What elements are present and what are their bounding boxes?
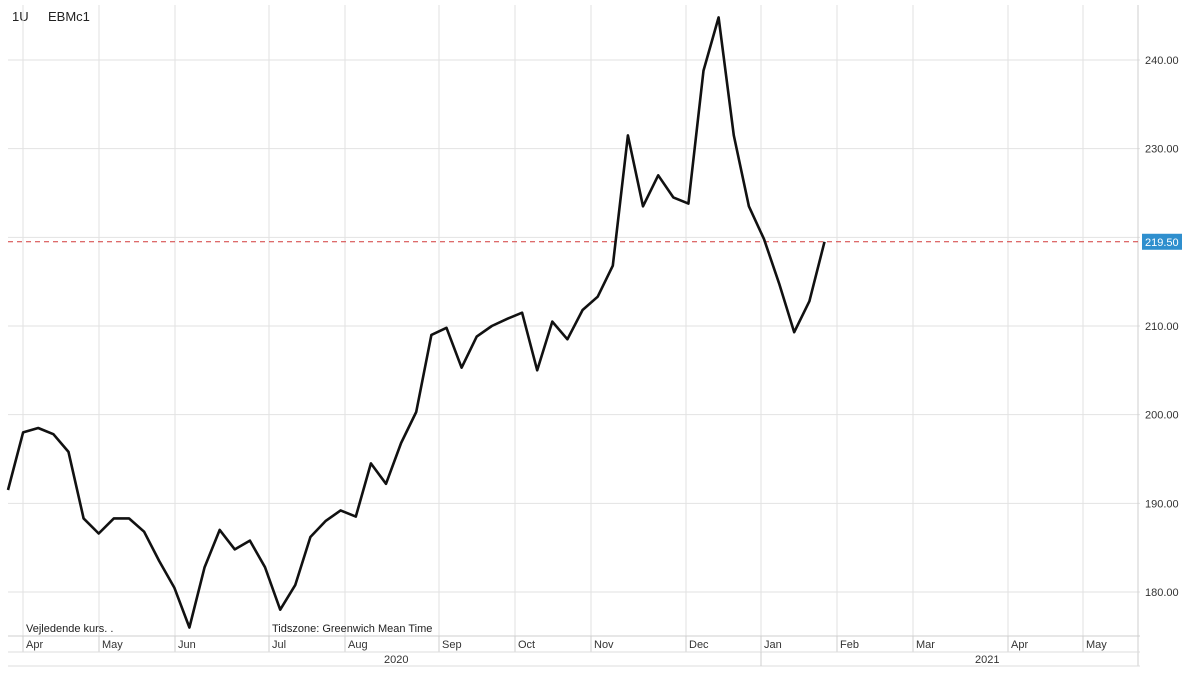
x-tick-label: Jun xyxy=(178,639,196,651)
x-year-label: 2020 xyxy=(384,654,408,666)
x-year-label: 2021 xyxy=(975,654,999,666)
x-tick-label: Jul xyxy=(272,639,286,651)
x-tick-label: May xyxy=(1086,639,1107,651)
x-tick-label: Feb xyxy=(840,639,859,651)
x-tick-label: Sep xyxy=(442,639,462,651)
interval-label[interactable]: 1U xyxy=(12,9,29,24)
x-tick-label: Apr xyxy=(26,639,43,651)
x-tick-label: May xyxy=(102,639,123,651)
price-series-line xyxy=(6,16,826,629)
x-tick-label: Aug xyxy=(348,639,368,651)
footer-note: Vejledende kurs. . xyxy=(26,623,114,635)
last-price-label: 219.50 xyxy=(1145,237,1179,249)
chart-labels: 180.00190.00200.00210.00220.00230.00240.… xyxy=(26,55,1182,666)
y-tick-label: 190.00 xyxy=(1145,498,1179,510)
footer-timezone: Tidszone: Greenwich Mean Time xyxy=(272,623,433,635)
x-tick-label: Mar xyxy=(916,639,935,651)
y-tick-label: 180.00 xyxy=(1145,587,1179,599)
y-tick-label: 230.00 xyxy=(1145,144,1179,156)
x-tick-label: Oct xyxy=(518,639,535,651)
symbol-label[interactable]: EBMc1 xyxy=(48,9,90,24)
chart-series xyxy=(6,16,1140,629)
chart-grid xyxy=(8,5,1140,666)
x-tick-label: Dec xyxy=(689,639,709,651)
x-tick-label: Nov xyxy=(594,639,614,651)
last-price-badge xyxy=(1142,233,1182,250)
chart-axes xyxy=(8,635,1140,667)
x-tick-label: Jan xyxy=(764,639,782,651)
y-tick-label: 210.00 xyxy=(1145,321,1179,333)
x-tick-label: Apr xyxy=(1011,639,1028,651)
y-tick-label: 200.00 xyxy=(1145,410,1179,422)
y-tick-label: 240.00 xyxy=(1145,55,1179,67)
